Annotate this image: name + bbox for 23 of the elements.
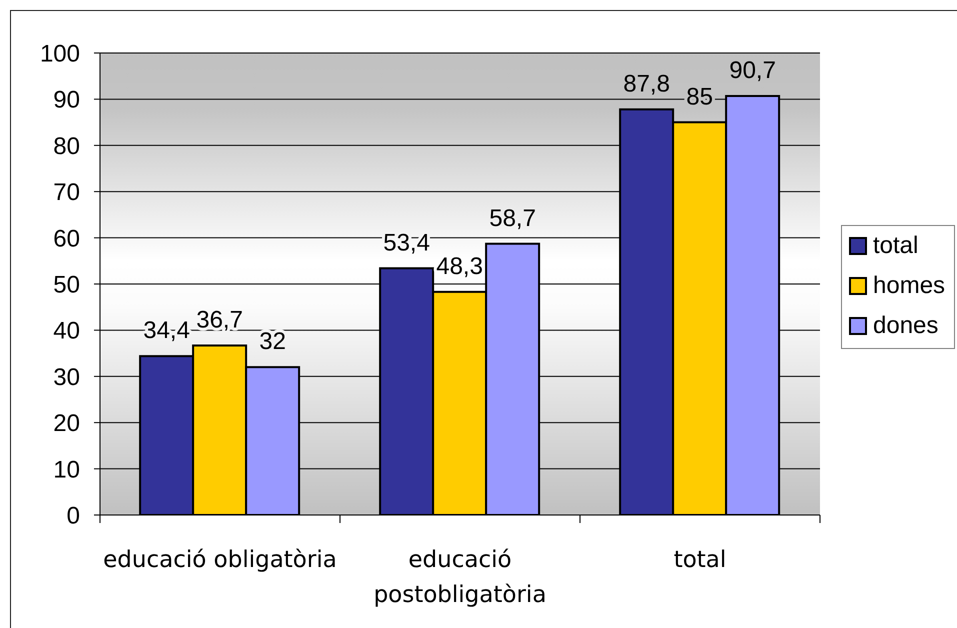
y-tick-label: 60: [53, 225, 80, 252]
y-tick-label: 100: [40, 40, 80, 68]
data-label: 32: [259, 328, 286, 356]
x-tick-label: educació obligatòria: [103, 547, 337, 573]
y-tick-label: 40: [53, 318, 80, 345]
x-tick-label: educació postobligatòria: [374, 547, 546, 608]
x-tick-label: total: [674, 547, 726, 573]
data-label: 58,7: [489, 204, 536, 232]
y-tick-label: 10: [53, 456, 80, 484]
data-label: 48,3: [436, 252, 483, 280]
legend-label: dones: [873, 312, 938, 340]
legend-label: total: [873, 232, 918, 260]
y-tick-label: 50: [53, 272, 80, 299]
data-label: 90,7: [729, 56, 776, 84]
y-tick-label: 80: [53, 132, 80, 160]
y-tick-label: 0: [66, 502, 80, 530]
y-tick-label: 20: [53, 410, 80, 438]
y-tick-label: 90: [53, 86, 80, 114]
data-label: 36,7: [196, 306, 243, 334]
data-label: 87,8: [623, 70, 670, 98]
y-tick-label: 30: [53, 364, 80, 391]
legend-label: homes: [873, 272, 946, 300]
y-tick-label: 70: [53, 179, 80, 206]
